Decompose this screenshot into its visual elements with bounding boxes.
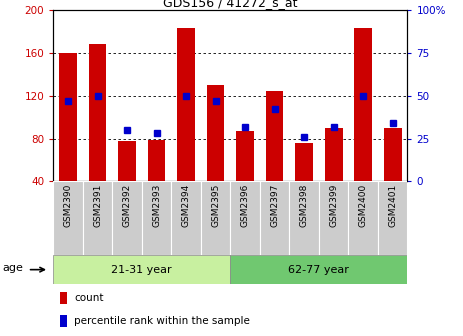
Bar xyxy=(83,181,113,255)
Text: GSM2396: GSM2396 xyxy=(241,184,250,227)
Bar xyxy=(118,141,136,181)
Text: GSM2397: GSM2397 xyxy=(270,184,279,227)
Bar xyxy=(236,131,254,181)
Bar xyxy=(53,181,83,255)
Bar xyxy=(142,181,171,255)
Bar xyxy=(113,181,142,255)
Bar xyxy=(89,44,106,181)
Text: GSM2394: GSM2394 xyxy=(181,184,191,227)
Text: GSM2400: GSM2400 xyxy=(359,184,368,227)
Bar xyxy=(201,181,231,255)
Text: GSM2399: GSM2399 xyxy=(329,184,338,227)
Text: GSM2390: GSM2390 xyxy=(63,184,73,227)
Text: 62-77 year: 62-77 year xyxy=(288,265,349,275)
Bar xyxy=(59,53,77,181)
Bar xyxy=(60,315,68,327)
Bar xyxy=(319,181,349,255)
Text: GSM2391: GSM2391 xyxy=(93,184,102,227)
Bar xyxy=(231,255,407,284)
Bar xyxy=(325,128,343,181)
Bar xyxy=(289,181,319,255)
Text: GSM2393: GSM2393 xyxy=(152,184,161,227)
Text: 21-31 year: 21-31 year xyxy=(112,265,172,275)
Bar xyxy=(378,181,407,255)
Text: age: age xyxy=(3,263,24,273)
Bar xyxy=(148,140,165,181)
Bar xyxy=(177,28,195,181)
Text: GSM2392: GSM2392 xyxy=(123,184,131,227)
Text: GSM2398: GSM2398 xyxy=(300,184,309,227)
Bar xyxy=(266,91,283,181)
Bar xyxy=(60,292,68,304)
Text: count: count xyxy=(75,293,104,303)
Bar xyxy=(206,85,225,181)
Text: GSM2395: GSM2395 xyxy=(211,184,220,227)
Bar xyxy=(384,128,401,181)
Title: GDS156 / 41272_s_at: GDS156 / 41272_s_at xyxy=(163,0,298,9)
Bar xyxy=(260,181,289,255)
Text: percentile rank within the sample: percentile rank within the sample xyxy=(75,316,250,326)
Bar xyxy=(354,28,372,181)
Bar xyxy=(171,181,201,255)
Bar xyxy=(349,181,378,255)
Bar xyxy=(53,255,231,284)
Text: GSM2401: GSM2401 xyxy=(388,184,397,227)
Bar xyxy=(295,143,313,181)
Bar xyxy=(231,181,260,255)
